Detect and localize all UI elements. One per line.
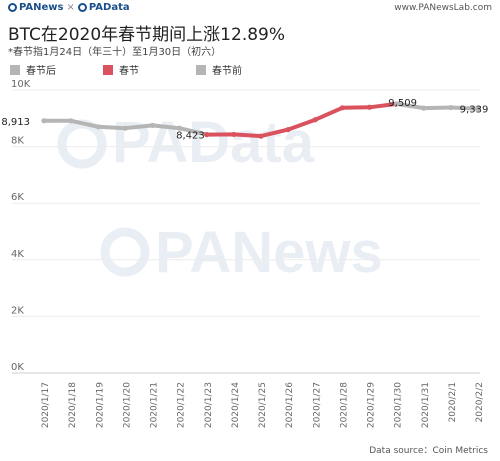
grid-lines [12, 89, 480, 374]
watermark-logo-icon [100, 227, 150, 277]
x-tick-label: 2020/1/27 [312, 382, 322, 428]
padata-logo-icon [77, 3, 87, 12]
x-tick-label: 2020/1/28 [339, 382, 349, 428]
x-tick-label: 2020/1/25 [258, 382, 268, 428]
legend-swatch [10, 65, 20, 75]
series-segment [204, 101, 399, 139]
data-point [312, 117, 318, 123]
data-point [421, 105, 427, 111]
brand-padata: PAData [88, 2, 130, 13]
data-point [366, 104, 373, 110]
data-point [285, 127, 291, 133]
chart-subtitle: *春节指1月24日（年三十）至1月30日（初六） [8, 47, 222, 58]
x-tick-label: 2020/1/18 [68, 382, 78, 428]
x-tick-label: 2020/1/20 [122, 382, 132, 428]
watermark-text: PANews [155, 220, 383, 285]
y-axis: 0K 2K 4K 6K 8K 10K [11, 79, 31, 373]
x-tick-label: 2020/1/23 [204, 382, 214, 428]
data-point [475, 106, 481, 112]
legend-swatch [196, 65, 206, 75]
x-tick-label: 2020/1/22 [177, 382, 187, 428]
data-label: 9,339 [460, 105, 489, 116]
brand-panews: PANews [19, 2, 64, 13]
legend-item-after: 春节后 [10, 62, 56, 77]
chart-title: BTC在2020年春节期间上涨12.89% [8, 25, 286, 45]
data-point [68, 118, 74, 124]
data-point [258, 133, 264, 139]
watermark-padata: PAData [57, 110, 315, 175]
y-tick-label: 4K [11, 249, 24, 260]
series-segment [394, 101, 480, 111]
x-tick-label: 2020/1/26 [285, 382, 295, 428]
data-label: 9,509 [388, 98, 417, 109]
x-tick-label: 2020/1/29 [367, 382, 377, 428]
watermark-logo-icon [57, 119, 107, 169]
x-tick-label: 2020/1/24 [231, 382, 241, 428]
watermark-panews: PANews [100, 220, 383, 285]
legend-item-before: 春节前 [196, 62, 242, 77]
y-tick-label: 6K [11, 192, 24, 203]
data-point [41, 118, 47, 124]
x-tick-label: 2020/1/17 [41, 382, 51, 428]
data-point [122, 125, 128, 131]
data-point [394, 101, 400, 107]
y-tick-label: 8K [11, 136, 24, 147]
data-points [41, 101, 481, 139]
top-bar: PANews × PAData www.PANewsLab.com [0, 0, 500, 16]
x-tick-label: 2020/1/19 [95, 382, 105, 428]
brand-logos: PANews × PAData [8, 2, 130, 13]
data-label: 8,913 [1, 117, 30, 128]
y-tick-label: 10K [11, 79, 31, 90]
x-tick-label: 2020/1/31 [421, 382, 431, 428]
data-label: 8,423 [176, 131, 205, 142]
data-point [177, 125, 183, 131]
data-point [95, 124, 101, 130]
watermark-text: PAData [112, 110, 315, 175]
legend-item-festival: 春节 [103, 62, 139, 77]
data-point [448, 104, 454, 111]
site-url: www.PANewsLab.com [394, 3, 492, 13]
data-point [339, 105, 345, 111]
y-tick-label: 2K [11, 305, 24, 316]
data-point [149, 122, 156, 128]
legend-label: 春节 [119, 66, 139, 77]
data-labels: 8,913 8,423 9,509 9,339 [1, 98, 488, 142]
panews-logo-icon [8, 3, 17, 12]
data-point [204, 132, 210, 138]
data-source: Data source：Coin Metrics [369, 446, 488, 456]
x-tick-label: 2020/1/30 [394, 382, 404, 428]
brand-separator: × [66, 2, 75, 13]
x-axis: 2020/1/17 2020/1/18 2020/1/19 2020/1/20 2020… [41, 382, 485, 428]
watermarks: PAData PANews [57, 110, 383, 285]
y-tick-label: 0K [11, 362, 24, 373]
x-tick-label: 2020/1/21 [150, 382, 160, 428]
data-point [231, 131, 237, 138]
x-tick-label: 2020/2/2 [475, 382, 485, 422]
legend-label: 春节前 [212, 66, 242, 77]
x-tick-label: 2020/2/1 [448, 382, 458, 422]
legend-label: 春节后 [26, 66, 56, 77]
legend-swatch [103, 65, 113, 75]
